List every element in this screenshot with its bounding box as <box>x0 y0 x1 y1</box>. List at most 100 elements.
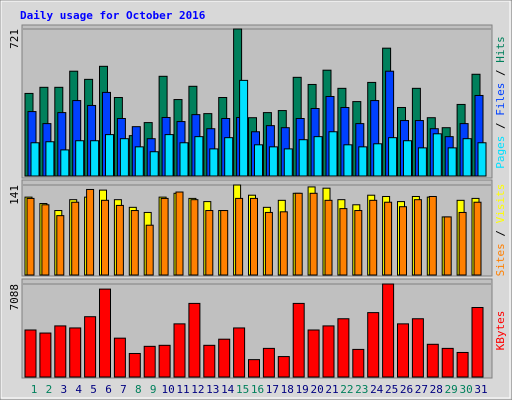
bar <box>233 327 246 378</box>
bar <box>354 210 363 276</box>
legend-entry: Files <box>494 83 507 116</box>
bar <box>130 210 139 276</box>
bar <box>456 351 469 378</box>
y-tick-label: 721 <box>8 29 21 49</box>
x-tick-label: 2 <box>46 383 53 396</box>
legend-entry: Pages <box>494 136 507 169</box>
bar <box>458 211 467 276</box>
legend-entry: Visits <box>494 184 507 224</box>
bar <box>203 344 216 378</box>
bar <box>113 337 126 378</box>
x-tick-label: 13 <box>206 383 219 396</box>
bar <box>218 338 231 378</box>
legend-entry: KBytes <box>494 311 507 351</box>
bar <box>173 323 186 378</box>
bar <box>149 151 159 177</box>
bar <box>105 134 114 177</box>
bar <box>279 211 288 276</box>
legend: Pages / Files / Hits <box>494 36 507 169</box>
x-tick-label: 21 <box>325 383 338 396</box>
bar <box>188 302 201 378</box>
bar <box>447 147 457 177</box>
bar <box>373 143 383 177</box>
bar <box>134 146 144 177</box>
x-tick-label: 29 <box>445 383 458 396</box>
bar <box>99 288 111 378</box>
x-tick-label: 28 <box>430 383 443 396</box>
bar <box>264 211 273 276</box>
bar <box>403 140 412 177</box>
x-tick-label: 5 <box>90 383 97 396</box>
legend-entry: Hits <box>494 36 507 63</box>
bar <box>352 348 365 378</box>
bar <box>250 197 258 276</box>
bar <box>343 144 353 177</box>
bar <box>307 329 320 378</box>
bar <box>224 137 234 177</box>
bar <box>477 142 487 177</box>
bar <box>413 199 422 276</box>
bar <box>428 195 437 276</box>
x-tick-label: 27 <box>415 383 428 396</box>
bar <box>205 210 214 276</box>
legend-separator: / <box>494 230 507 237</box>
bar <box>339 208 348 276</box>
x-tick-label: 16 <box>251 383 264 396</box>
bar <box>128 352 141 378</box>
bar <box>313 136 323 177</box>
bar <box>60 149 70 177</box>
x-tick-label: 26 <box>400 383 413 396</box>
x-tick-label: 22 <box>340 383 353 396</box>
bar <box>26 197 35 276</box>
bar <box>322 325 335 378</box>
bar <box>54 325 67 378</box>
x-tick-label: 20 <box>310 383 323 396</box>
bar <box>143 345 156 378</box>
x-tick-label: 9 <box>150 383 157 396</box>
bar <box>369 199 378 276</box>
bar <box>119 138 129 177</box>
bar <box>56 215 65 276</box>
bar <box>426 343 439 378</box>
bar <box>443 216 452 276</box>
bar <box>309 192 318 276</box>
bar <box>30 142 40 177</box>
bar <box>417 147 427 177</box>
x-tick-label: 25 <box>385 383 398 396</box>
bar <box>292 302 305 378</box>
bar <box>298 139 308 177</box>
x-tick-label: 23 <box>355 383 368 396</box>
x-tick-label: 1 <box>31 383 38 396</box>
legend-separator: / <box>494 122 507 129</box>
bar <box>179 142 189 177</box>
bar <box>388 137 398 177</box>
y-tick-label: 141 <box>8 185 21 205</box>
bar <box>328 131 338 177</box>
bar <box>262 347 275 378</box>
x-tick-label: 7 <box>120 383 127 396</box>
x-tick-label: 15 <box>236 383 249 396</box>
bar <box>358 146 368 177</box>
legend-separator: / <box>494 69 507 76</box>
legend: Sites / Visits <box>494 184 507 277</box>
bar <box>337 318 350 378</box>
legend-entry: Sites <box>494 243 507 276</box>
x-tick-label: 24 <box>370 383 384 396</box>
bar <box>194 136 204 177</box>
bar <box>432 133 442 177</box>
bar <box>209 148 219 177</box>
bar <box>324 199 333 276</box>
bar <box>384 201 393 276</box>
x-tick-label: 19 <box>296 383 309 396</box>
bar <box>158 344 171 378</box>
bar <box>164 134 174 177</box>
legend: KBytes <box>494 311 507 351</box>
x-tick-label: 30 <box>459 383 472 396</box>
bar <box>268 146 278 177</box>
bar <box>160 197 169 276</box>
bar <box>71 201 80 276</box>
bar <box>190 199 199 276</box>
x-tick-label: 17 <box>266 383 279 396</box>
bar <box>471 306 484 378</box>
